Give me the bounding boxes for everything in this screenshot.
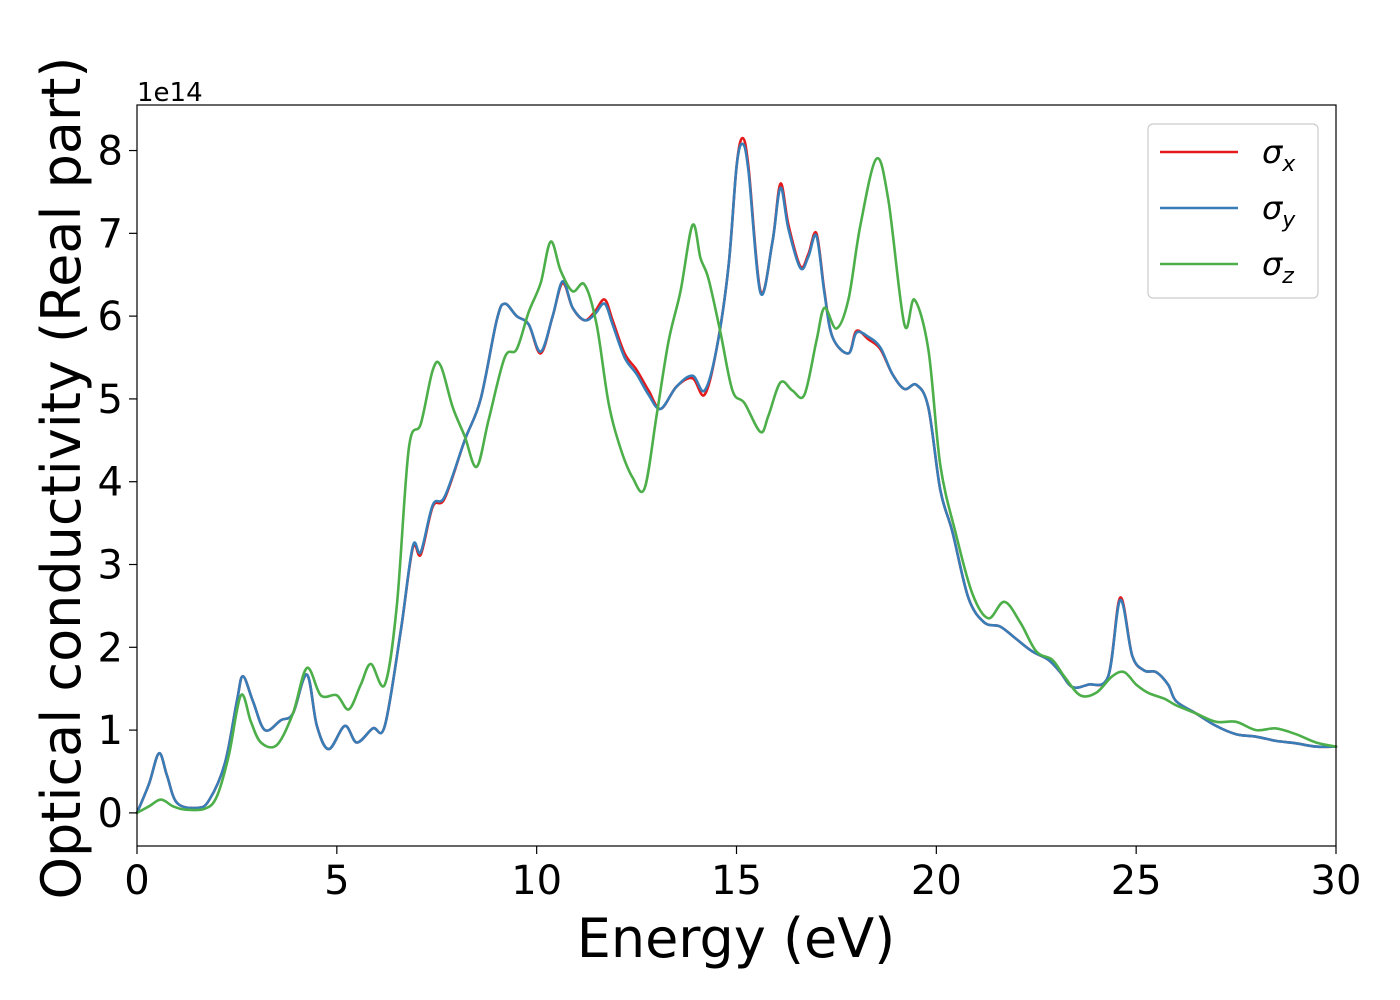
y-offset-label: 1e14	[137, 78, 203, 108]
y-tick-label: 6	[98, 294, 123, 340]
y-tick-label: 1	[98, 708, 123, 754]
x-tick-label: 15	[711, 858, 762, 904]
x-tick-label: 5	[324, 858, 349, 904]
y-axis-ticks: 0 1 2 3 4 5 6 7 8	[98, 129, 137, 837]
y-axis-title: Optical conductivity (Real part)	[30, 57, 93, 900]
legend-box	[1147, 123, 1319, 299]
x-axis-ticks: 0 5 10 15 20 25 30	[124, 846, 1361, 904]
x-tick-label: 0	[124, 858, 149, 904]
y-tick-label: 8	[98, 129, 123, 175]
legend-symbol: σ	[1262, 189, 1284, 227]
y-tick-label: 4	[98, 460, 123, 506]
x-tick-label: 20	[911, 858, 962, 904]
series-line-sigma-y	[135, 142, 1338, 815]
x-tick-label: 25	[1111, 858, 1162, 904]
x-axis-title: Energy (eV)	[577, 907, 896, 970]
y-tick-label: 0	[98, 791, 123, 837]
y-tick-label: 3	[98, 543, 123, 589]
x-tick-label: 10	[511, 858, 562, 904]
y-tick-label: 5	[98, 377, 123, 423]
legend-subscript: z	[1281, 264, 1294, 289]
series-line-sigma-z	[135, 156, 1338, 815]
legend-subscript: y	[1281, 208, 1296, 233]
legend-subscript: x	[1281, 152, 1296, 177]
series-layer	[135, 136, 1338, 815]
legend-label-sigma-x: σx	[1262, 133, 1296, 177]
legend-symbol: σ	[1262, 245, 1284, 283]
legend-symbol: σ	[1262, 133, 1284, 171]
x-tick-label: 30	[1311, 858, 1362, 904]
y-tick-label: 7	[98, 211, 123, 257]
legend-label-sigma-y: σy	[1262, 189, 1296, 233]
y-tick-label: 2	[98, 625, 123, 671]
legend-label-sigma-z: σz	[1262, 245, 1294, 289]
